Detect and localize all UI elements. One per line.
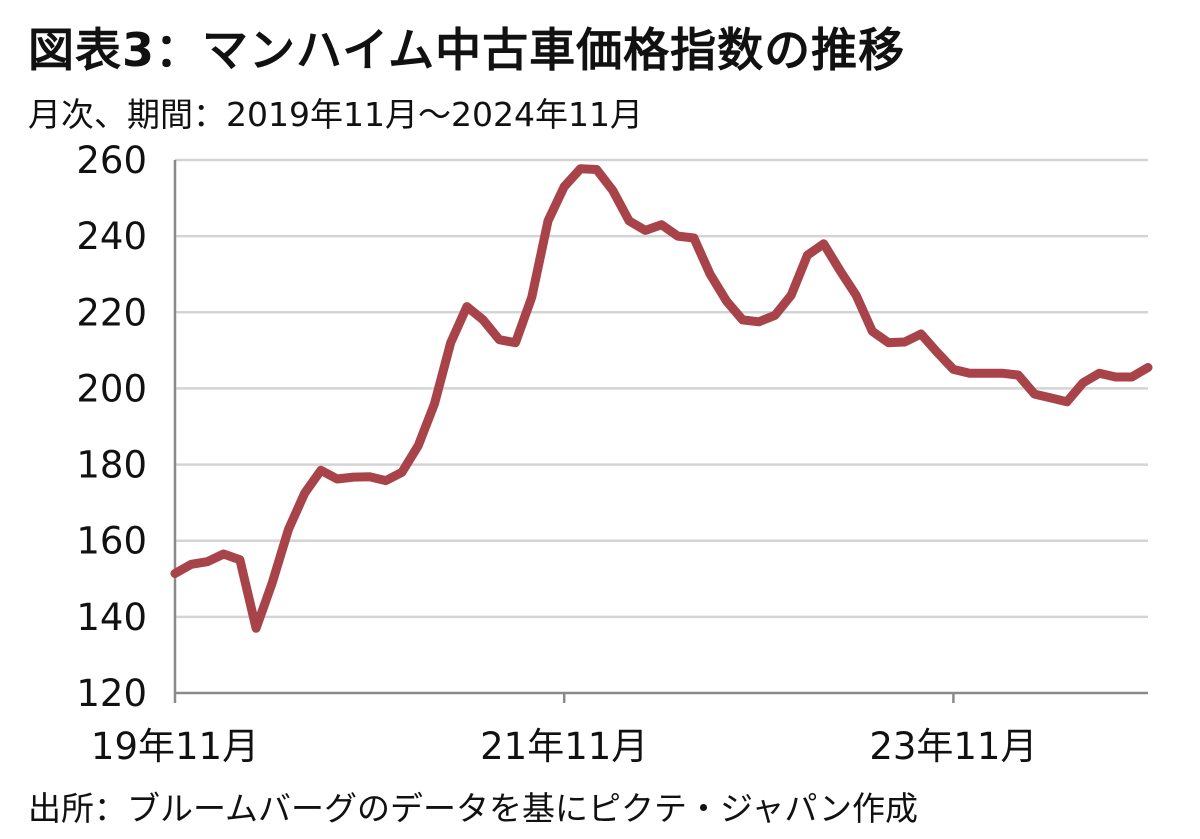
y-tick-label-120: 120 [76,672,147,715]
data-point-7 [286,526,292,532]
data-point-0 [172,571,178,577]
data-point-15 [415,443,421,449]
data-point-21 [513,340,519,346]
data-point-39 [804,252,810,258]
data-point-46 [918,331,924,337]
data-point-24 [561,184,567,190]
series-line [170,164,1153,633]
data-point-58 [1113,374,1119,380]
chart-title: 図表3：マンハイム中古車価格指数の推移 [28,23,906,77]
data-point-42 [853,292,859,298]
data-point-28 [626,218,632,224]
data-point-55 [1064,399,1070,405]
y-tick-label-220: 220 [76,291,147,334]
data-point-41 [837,267,843,273]
data-point-12 [367,474,373,480]
data-point-20 [496,337,502,343]
data-point-35 [740,317,746,323]
data-point-57 [1096,370,1102,376]
data-point-34 [723,298,729,304]
data-point-44 [886,340,892,346]
grid-lines [175,158,1148,619]
data-point-22 [529,294,535,300]
data-point-51 [999,370,1005,376]
data-point-8 [302,490,308,496]
data-point-17 [448,340,454,346]
data-point-10 [334,476,340,482]
data-point-16 [432,401,438,407]
data-point-4 [237,557,243,563]
data-point-32 [691,235,697,241]
data-point-23 [545,218,551,224]
data-point-38 [788,292,794,298]
data-point-2 [204,559,210,565]
y-tick-label-140: 140 [76,596,147,639]
series-group [170,164,1153,633]
data-point-45 [902,339,908,345]
data-point-33 [707,271,713,277]
data-point-60 [1145,365,1151,371]
data-point-53 [1032,391,1038,397]
data-point-1 [188,561,194,567]
y-tick-label-240: 240 [76,215,147,258]
data-point-37 [772,312,778,318]
y-tick-label-180: 180 [76,444,147,487]
y-tick-label-260: 260 [76,139,147,182]
data-point-18 [464,304,470,310]
data-point-59 [1129,374,1135,380]
data-point-50 [983,370,989,376]
data-point-29 [642,227,648,233]
y-tick-labels: 120 140 160 180 200 220 240 260 [76,139,147,715]
chart-subtitle: 月次、期間：2019年11月～2024年11月 [28,95,643,134]
data-point-13 [383,478,389,484]
data-point-40 [821,241,827,247]
x-tick-labels: 19年11月 21年11月 23年11月 [91,725,1038,768]
x-tick-label-1: 21年11月 [480,725,648,768]
data-point-47 [934,349,940,355]
data-point-43 [869,328,875,334]
axes [173,160,1148,703]
data-point-49 [967,370,973,376]
data-point-14 [399,469,405,475]
data-point-6 [269,580,275,586]
data-point-31 [675,233,681,239]
y-tick-label-160: 160 [76,520,147,563]
data-point-30 [659,222,665,228]
data-point-11 [350,474,356,480]
data-point-56 [1080,380,1086,386]
data-point-48 [950,366,956,372]
source-note: 出所：ブルームバーグのデータを基にピクテ・ジャパン作成 [28,789,919,828]
x-tick-label-2: 23年11月 [869,725,1037,768]
data-point-26 [594,167,600,173]
data-point-52 [1015,372,1021,378]
data-point-9 [318,467,324,473]
data-point-54 [1048,395,1054,401]
data-point-27 [610,188,616,194]
data-point-19 [480,317,486,323]
x-tick-label-0: 19年11月 [91,725,259,768]
data-point-3 [221,551,227,557]
data-point-36 [756,319,762,325]
y-tick-label-200: 200 [76,367,147,410]
data-point-25 [577,166,583,172]
data-point-5 [253,625,259,631]
